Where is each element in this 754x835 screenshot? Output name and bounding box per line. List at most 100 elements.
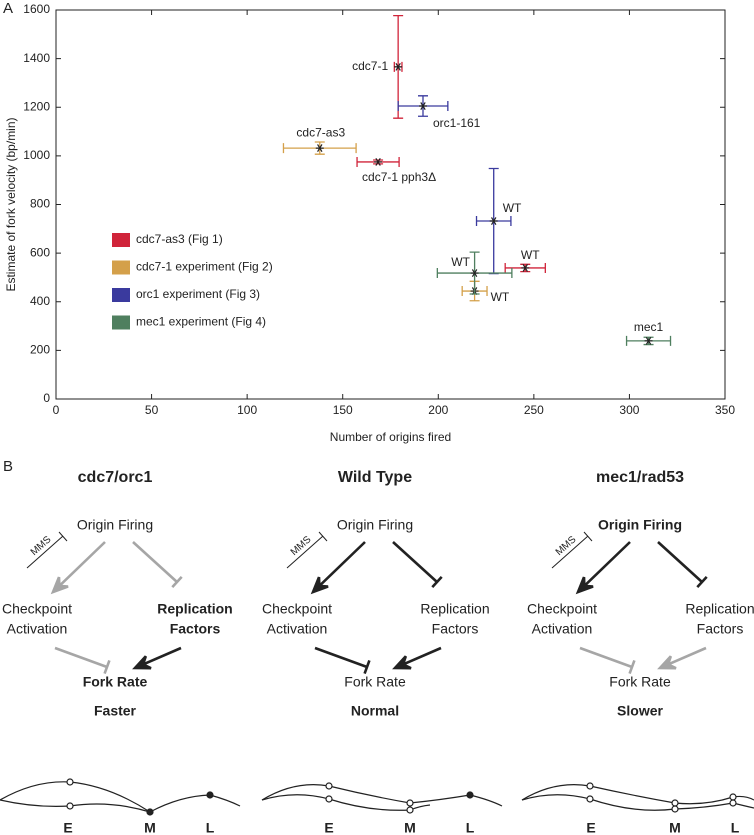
- x-tick-label: 50: [145, 403, 159, 417]
- node-replication: Factors: [697, 621, 744, 637]
- unfired-origins: [146, 791, 474, 816]
- y-tick-label: 0: [43, 391, 50, 405]
- inhibition-replication: [657, 541, 708, 589]
- mms-line: [286, 531, 328, 569]
- point-label: WT: [521, 248, 540, 262]
- outcome: Faster: [94, 703, 137, 719]
- replication-schematics: [0, 778, 754, 816]
- legend-swatch: [112, 233, 130, 247]
- mms-label: MMS: [554, 534, 579, 558]
- origin: [146, 808, 154, 816]
- point-label: orc1-161: [433, 116, 481, 130]
- node-replication: Replication: [685, 601, 754, 617]
- node-checkpoint: Activation: [7, 621, 68, 637]
- node-origin: Origin Firing: [337, 517, 413, 533]
- y-axis-title: Estimate of fork velocity (bp/min): [4, 117, 18, 291]
- y-tick-label: 1200: [23, 99, 50, 113]
- point-marker: [418, 102, 427, 110]
- replicon-line: [0, 799, 151, 813]
- legend-swatch: [112, 315, 130, 330]
- origin: [586, 782, 594, 790]
- mms-line: [26, 531, 68, 569]
- node-origin: Origin Firing: [77, 517, 153, 533]
- point-label: cdc7-1: [352, 59, 388, 73]
- origin: [66, 778, 74, 786]
- node-replication: Factors: [170, 621, 221, 637]
- y-tick-label: 400: [30, 294, 50, 308]
- arrow-activation: [310, 541, 366, 595]
- legend-label: cdc7-as3 (Fig 1): [136, 232, 223, 246]
- origin: [671, 799, 679, 807]
- timing-label: E: [324, 820, 333, 835]
- origin: [466, 791, 474, 799]
- timing-label: L: [206, 820, 215, 835]
- inhibition-fork-rate: [579, 646, 636, 675]
- origins: [66, 778, 737, 814]
- point-marker: [374, 158, 383, 166]
- replicon-line: [521, 794, 754, 811]
- legend-label: mec1 experiment (Fig 4): [136, 315, 266, 329]
- arrow-fork-rate: [657, 646, 707, 670]
- diagram-title: cdc7/orc1: [78, 469, 153, 486]
- point-label: WT: [491, 290, 510, 304]
- point-marker: [315, 144, 324, 153]
- origin: [66, 802, 74, 810]
- inhibition-fork-rate: [54, 646, 111, 675]
- origin: [406, 806, 414, 814]
- arrow-fork-rate: [392, 646, 442, 670]
- legend-swatch: [112, 260, 130, 275]
- replicon-line: [521, 784, 754, 805]
- node-replication: Replication: [157, 601, 232, 617]
- origin: [729, 799, 737, 807]
- arrow-activation: [575, 541, 631, 595]
- node-replication: Factors: [432, 621, 479, 637]
- point-label: WT: [503, 201, 522, 215]
- plot-frame: [55, 9, 726, 400]
- origin: [325, 782, 333, 790]
- x-tick-label: 250: [524, 403, 544, 417]
- timing-label: L: [731, 820, 740, 835]
- point-marker: [394, 62, 403, 71]
- origin: [671, 805, 679, 813]
- outcome: Normal: [351, 703, 399, 719]
- timing-label: L: [466, 820, 475, 835]
- diagram-title: mec1/rad53: [596, 469, 684, 486]
- x-tick-label: 150: [333, 403, 353, 417]
- y-tick-label: 600: [30, 245, 50, 259]
- node-checkpoint: Activation: [532, 621, 593, 637]
- node-fork-rate: Fork Rate: [344, 674, 406, 690]
- inhibition-fork-rate: [314, 646, 371, 675]
- legend-label: cdc7-1 experiment (Fig 2): [136, 260, 273, 274]
- origin: [406, 799, 414, 807]
- point-label: mec1: [634, 320, 664, 334]
- outcome: Slower: [617, 703, 663, 719]
- x-tick-label: 300: [619, 403, 639, 417]
- node-checkpoint: Activation: [267, 621, 328, 637]
- timing-label: E: [586, 820, 595, 835]
- y-tick-label: 1000: [23, 148, 50, 162]
- mms-line: [551, 531, 593, 569]
- x-tick-label: 100: [237, 403, 257, 417]
- replicon-line: [0, 781, 241, 813]
- point-label: WT: [451, 255, 470, 269]
- inhibition-replication: [132, 541, 183, 589]
- y-tick-label: 200: [30, 343, 50, 357]
- timing-label: E: [63, 820, 72, 835]
- point-marker: [470, 269, 479, 277]
- node-replication: Replication: [420, 601, 489, 617]
- mms-label: MMS: [289, 534, 314, 558]
- origin: [729, 793, 737, 801]
- origin: [586, 795, 594, 803]
- origin: [206, 791, 214, 799]
- node-checkpoint: Checkpoint: [262, 601, 332, 617]
- inhibition-replication: [392, 541, 443, 589]
- timing-label: M: [144, 820, 156, 835]
- node-origin: Origin Firing: [598, 517, 682, 533]
- node-checkpoint: Checkpoint: [527, 601, 597, 617]
- y-tick-label: 1600: [23, 2, 50, 16]
- panel-label: A: [3, 0, 13, 17]
- point-label: cdc7-1 pph3Δ: [362, 170, 436, 184]
- point-marker: [489, 217, 498, 225]
- x-axis-title: Number of origins fired: [330, 430, 451, 444]
- node-fork-rate: Fork Rate: [83, 674, 148, 690]
